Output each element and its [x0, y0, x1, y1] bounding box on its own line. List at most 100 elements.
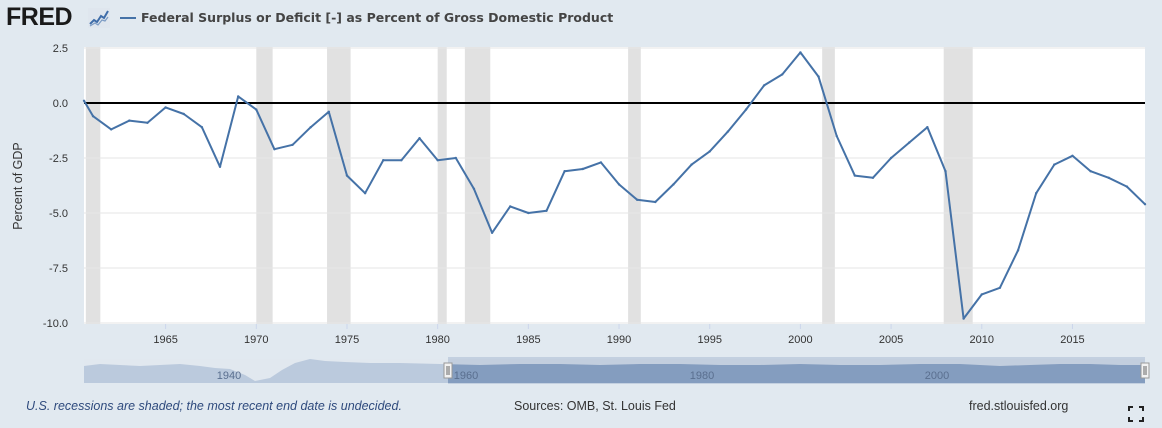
navigator-label: 1960: [454, 370, 478, 382]
data-point: [762, 84, 766, 87]
x-tick-label: 1985: [516, 334, 540, 346]
navigator-labels: 1940 1960 1980 2000: [217, 370, 949, 382]
x-tick-label: 1995: [697, 334, 721, 346]
data-point: [635, 198, 639, 201]
x-tick-label: 1965: [153, 334, 177, 346]
data-point: [146, 121, 149, 125]
data-point: [400, 159, 403, 162]
x-axis: 1965 1970 1975 1980 1985 1990 1995 2000 2005 2010…: [153, 324, 1085, 346]
data-point: [690, 163, 693, 166]
recession-band: [437, 47, 447, 324]
fullscreen-icon[interactable]: [1128, 406, 1144, 422]
data-point: [871, 176, 875, 179]
data-point: [1071, 154, 1074, 157]
plot-area: [84, 47, 1145, 324]
data-points: [82, 51, 1147, 320]
fred-url[interactable]: fred.stlouisfed.org: [969, 399, 1069, 413]
chart-line-icon: [88, 8, 110, 28]
y-axis-label: Percent of GDP: [11, 142, 25, 230]
x-tick-label: 1980: [425, 334, 449, 346]
navigator-selection[interactable]: [448, 357, 1145, 384]
data-point: [654, 200, 657, 204]
data-point: [563, 170, 566, 173]
data-point: [1143, 203, 1147, 206]
chart-area: 2.5 0.0 -2.5 -5.0 -7.5 -10.0 1965 1970 1975 1980…: [11, 43, 1150, 384]
data-point: [527, 211, 530, 215]
data-point: [926, 126, 929, 129]
recession-band: [327, 47, 351, 324]
data-point: [835, 134, 838, 138]
data-point: [980, 293, 983, 296]
data-point: [1089, 170, 1092, 173]
navigator-mask-left: [84, 357, 448, 384]
legend-line-swatch: [120, 17, 136, 19]
x-tick-label: 1990: [607, 334, 631, 346]
navigator-label: 2000: [925, 370, 949, 382]
data-point: [309, 126, 312, 129]
data-point: [82, 99, 86, 102]
data-point: [200, 126, 204, 129]
y-tick-label: -7.5: [49, 263, 68, 275]
data-point: [708, 150, 711, 153]
data-point: [436, 159, 439, 162]
data-point: [1107, 176, 1110, 179]
recession-note: U.S. recessions are shaded; the most rec…: [26, 399, 402, 413]
data-point: [418, 137, 421, 140]
data-point: [472, 187, 476, 190]
navigator-handle-right[interactable]: [1140, 362, 1150, 379]
data-point: [617, 183, 621, 186]
data-point: [726, 130, 730, 133]
chart-header: FRED Federal Surplus or Deficit [-] as P…: [0, 0, 1162, 38]
data-point: [291, 143, 294, 146]
data-point: [182, 112, 185, 116]
y-tick-label: -10.0: [43, 318, 68, 330]
data-point: [110, 128, 113, 131]
chart-title: Federal Surplus or Deficit [-] as Percen…: [141, 10, 614, 25]
data-point: [944, 170, 947, 173]
y-tick-label: 0.0: [53, 98, 68, 110]
series-line: [83, 51, 1146, 320]
data-point: [509, 205, 512, 208]
data-point: [853, 174, 857, 177]
data-point: [91, 115, 95, 118]
data-point: [1016, 249, 1020, 252]
data-point: [327, 110, 331, 114]
x-tick-label: 2000: [788, 334, 812, 346]
data-point: [817, 75, 820, 78]
data-point: [454, 156, 458, 160]
y-tick-label: 2.5: [53, 43, 68, 55]
data-point: [599, 161, 603, 164]
data-point: [581, 167, 584, 171]
recession-band: [85, 47, 101, 324]
x-tick-label: 2010: [970, 334, 994, 346]
data-point: [345, 174, 349, 177]
data-point: [218, 165, 222, 168]
navigator-handle-left[interactable]: [443, 362, 453, 379]
data-point: [889, 156, 893, 160]
data-point: [781, 73, 784, 76]
data-point: [672, 183, 675, 186]
navigator-label: 1940: [217, 370, 241, 382]
data-point: [164, 106, 167, 109]
data-point: [998, 286, 1002, 289]
fred-logo[interactable]: FRED: [6, 3, 73, 31]
data-point: [744, 108, 748, 111]
data-point: [273, 148, 276, 151]
data-point: [962, 317, 965, 320]
recession-band: [628, 47, 641, 324]
recession-band: [256, 47, 273, 324]
data-point: [255, 108, 258, 111]
x-tick-label: 1970: [244, 334, 268, 346]
data-point: [1034, 192, 1038, 195]
data-point: [236, 95, 240, 98]
recession-band: [464, 47, 491, 324]
range-navigator[interactable]: 1940 1960 1980 2000: [84, 357, 1150, 384]
data-point: [363, 192, 367, 195]
x-tick-label: 2005: [879, 334, 903, 346]
x-tick-label: 2015: [1060, 334, 1084, 346]
sources-text: Sources: OMB, St. Louis Fed: [514, 399, 676, 413]
x-tick-label: 1975: [335, 334, 359, 346]
y-axis: 2.5 0.0 -2.5 -5.0 -7.5 -10.0: [43, 43, 68, 330]
y-tick-label: -2.5: [49, 153, 68, 165]
recession-band: [822, 47, 835, 324]
